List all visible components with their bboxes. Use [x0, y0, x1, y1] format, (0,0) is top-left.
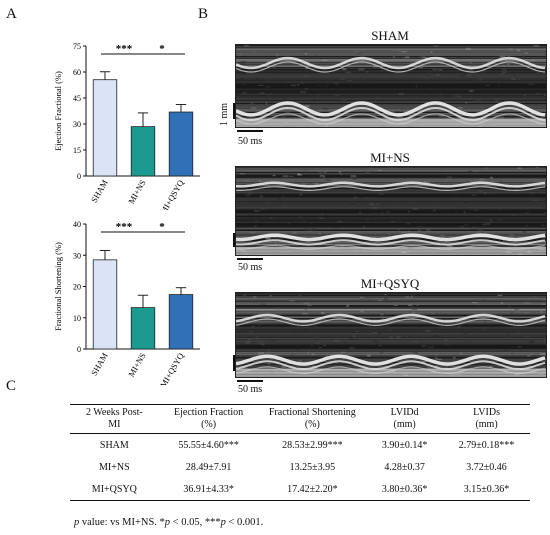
- table-row: MI+QSYQ 36.91±4.33* 17.42±2.20* 3.80±0.3…: [70, 478, 530, 501]
- scale-bar-vertical: [233, 233, 235, 247]
- scale-label-50ms: 50 ms: [238, 262, 263, 273]
- scale-bar-horizontal: [237, 380, 263, 382]
- table-cell: 36.91±4.33*: [183, 483, 234, 495]
- table-cell: MI+QSYQ: [91, 483, 137, 495]
- table-cell: 17.42±2.20*: [287, 483, 338, 495]
- scale-label-1mm: 1 mm: [219, 102, 230, 126]
- table-cell: 3.90±0.14*: [381, 439, 428, 451]
- table-cell: 28.49±7.91: [185, 461, 232, 473]
- table-cell: 3.80±0.36*: [381, 483, 428, 495]
- category-label: SHAM: [89, 351, 110, 378]
- category-label: MI+QSYQ: [158, 178, 186, 210]
- echo-title-mi-ns: MI+NS: [370, 150, 410, 165]
- significance-label: ***: [116, 43, 133, 55]
- results-table: 2 Weeks Post- MI Ejection Fraction (%) Fra…: [70, 404, 530, 501]
- table-cell: 3.15±0.36*: [463, 483, 510, 495]
- panel-label-a: A: [6, 6, 17, 22]
- significance-label: *: [159, 221, 165, 233]
- scale-bar-vertical: [233, 103, 235, 119]
- table-cell: MI+NS: [99, 461, 130, 473]
- echo-image-mi-ns: [235, 166, 547, 256]
- panel-label-b: B: [198, 6, 209, 22]
- echo-title-sham: SHAM: [371, 28, 409, 43]
- table-row: MI+NS 28.49±7.91 13.25±3.95 4.28±0.37 3.…: [70, 456, 530, 478]
- y-tick-label: 0: [77, 172, 81, 181]
- scale-bar-vertical: [233, 355, 235, 371]
- bar: [130, 126, 156, 177]
- bar: [92, 259, 118, 350]
- scale-label-50ms: 50 ms: [238, 384, 263, 395]
- y-tick-label: 30: [73, 251, 81, 260]
- category-label: MI+NS: [126, 178, 148, 206]
- scale-label-50ms: 50 ms: [238, 136, 263, 147]
- table-cell: 13.25±3.95: [289, 461, 336, 473]
- y-tick-label: 30: [73, 120, 81, 129]
- table-header-row: 2 Weeks Post- MI Ejection Fraction (%) Fra…: [70, 404, 530, 434]
- y-tick-label: 10: [73, 314, 81, 323]
- category-label: MI+NS: [126, 351, 148, 379]
- table-cell: SHAM: [99, 439, 129, 451]
- table-cell: 28.53±2.99***: [282, 439, 343, 451]
- significance-label: ***: [116, 221, 133, 233]
- header-group: 2 Weeks Post- MI: [85, 407, 143, 430]
- echo-image-mi-qsyq: [235, 292, 547, 378]
- echo-image-sham: [235, 44, 547, 128]
- bar: [168, 294, 194, 350]
- scale-bar-horizontal: [237, 130, 263, 132]
- y-tick-label: 40: [73, 220, 81, 229]
- y-tick-label: 20: [73, 283, 81, 292]
- category-label: MI+QSYQ: [158, 351, 186, 385]
- bar: [92, 79, 118, 177]
- ejection-fraction-chart: 0 15 30 45 60 75 Ejection Fractional (%) SHAM MI…: [53, 42, 200, 210]
- table-row: SHAM 55.55±4.60*** 28.53±2.99*** 3.90±0.…: [70, 434, 530, 457]
- fractional-shortening-chart: 0 10 20 30 40 Fractional Shortening (%) SHAM MI…: [53, 220, 200, 385]
- table-cell: 3.72±0.46: [466, 461, 507, 473]
- y-tick-label: 0: [77, 345, 81, 354]
- panel-label-c: C: [6, 378, 17, 394]
- bar: [168, 111, 194, 177]
- table-cell: 4.28±0.37: [384, 461, 425, 473]
- header-lvidd: LVIDd (mm): [390, 407, 419, 430]
- y-tick-label: 60: [73, 68, 81, 77]
- y-tick-label: 45: [73, 94, 81, 103]
- y-axis-label: Fractional Shortening (%): [53, 242, 63, 331]
- header-ejection-fraction: Ejection Fraction (%): [174, 407, 244, 430]
- header-lvids: LVIDs (mm): [473, 407, 500, 430]
- footnote: p value: vs MI+NS. *p < 0.05, ***p < 0.0…: [74, 517, 264, 528]
- bar: [130, 307, 156, 350]
- scale-bar-horizontal: [237, 258, 263, 260]
- table-cell: 2.79±0.18***: [458, 439, 515, 451]
- significance-label: *: [159, 43, 165, 55]
- y-axis-label: Ejection Fractional (%): [53, 71, 63, 151]
- header-fractional-shortening: Fractional Shortening (%): [268, 407, 356, 430]
- y-tick-label: 15: [73, 146, 81, 155]
- y-tick-label: 75: [73, 42, 81, 51]
- category-label: SHAM: [89, 178, 110, 205]
- table-cell: 55.55±4.60***: [178, 439, 239, 451]
- echo-title-mi-qsyq: MI+QSYQ: [360, 276, 420, 291]
